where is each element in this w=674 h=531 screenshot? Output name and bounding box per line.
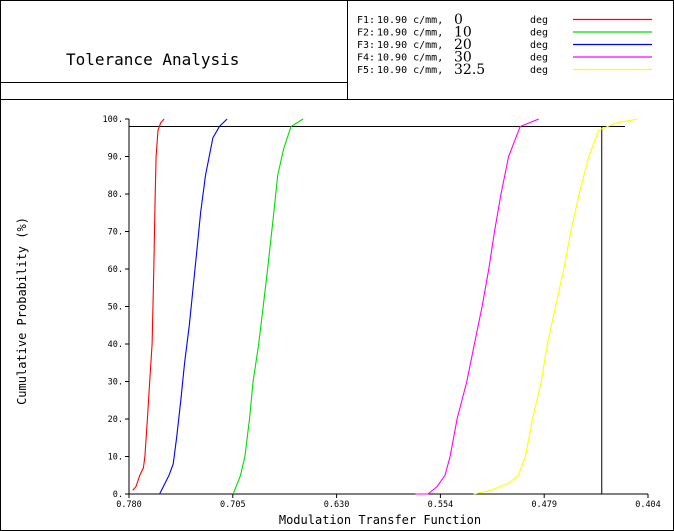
legend-key-2: F2: bbox=[357, 28, 375, 39]
legend-freq-3: 10.90 c/mm, bbox=[377, 40, 443, 51]
legend-unit-3: deg bbox=[530, 40, 548, 51]
legend-angle-1: 0 bbox=[454, 12, 463, 28]
y-axis-label: Cumulative Probability (%) bbox=[15, 217, 29, 405]
header: Tolerance Analysis bbox=[0, 0, 674, 100]
legend-freq-5: 10.90 c/mm, bbox=[377, 65, 443, 76]
x-tick-label: 0.554 bbox=[428, 500, 454, 510]
x-tick-label: 0.404 bbox=[635, 500, 661, 510]
legend-unit-1: deg bbox=[530, 15, 548, 26]
legend-unit-4: deg bbox=[530, 53, 548, 64]
legend-key-5: F5: bbox=[357, 65, 375, 76]
y-tick-label: 100. bbox=[103, 115, 123, 125]
y-tick-label: 60. bbox=[108, 265, 123, 275]
plot-area: 0. 10. 20. 30. 40. 50. 60. 70. 80. 90. 100. 0.780 0.… bbox=[15, 115, 661, 527]
axes: 0. 10. 20. 30. 40. 50. 60. 70. 80. 90. 100. 0.780 0.… bbox=[103, 115, 661, 510]
y-tick-label: 50. bbox=[108, 303, 123, 313]
legend-key-4: F4: bbox=[357, 53, 375, 64]
reference-lines bbox=[129, 126, 625, 494]
series-line-f1 bbox=[132, 118, 165, 491]
legend-key-1: F1: bbox=[357, 15, 375, 26]
page-title: Tolerance Analysis bbox=[66, 50, 239, 69]
y-tick-label: 20. bbox=[108, 415, 123, 425]
y-tick-label: 90. bbox=[108, 153, 123, 163]
y-tick-label: 10. bbox=[108, 453, 123, 463]
series-group bbox=[132, 118, 638, 495]
legend-unit-2: deg bbox=[530, 28, 548, 39]
y-tick-label: 80. bbox=[108, 190, 123, 200]
series-line-f2 bbox=[232, 118, 304, 495]
series-line-f5 bbox=[473, 118, 638, 495]
y-tick-label: 0. bbox=[113, 490, 123, 500]
series-line-f4 bbox=[415, 118, 539, 495]
legend-angle-2: 10 bbox=[454, 25, 472, 41]
legend-freq-1: 10.90 c/mm, bbox=[377, 15, 443, 26]
legend-freq-4: 10.90 c/mm, bbox=[377, 53, 443, 64]
x-tick-label: 0.479 bbox=[531, 500, 557, 510]
y-tick-label: 70. bbox=[108, 228, 123, 238]
legend-angle-5: 32.5 bbox=[454, 62, 485, 78]
legend-key-3: F3: bbox=[357, 40, 375, 51]
y-tick-label: 30. bbox=[108, 378, 123, 388]
y-tick-label: 40. bbox=[108, 340, 123, 350]
x-tick-label: 0.630 bbox=[324, 500, 350, 510]
x-axis-label: Modulation Transfer Function bbox=[279, 513, 481, 527]
legend-angle-3: 20 bbox=[454, 37, 472, 53]
x-tick-label: 0.780 bbox=[116, 500, 142, 510]
x-tick-label: 0.705 bbox=[220, 500, 246, 510]
series-line-f3 bbox=[159, 118, 228, 495]
legend-unit-5: deg bbox=[530, 65, 548, 76]
legend-freq-2: 10.90 c/mm, bbox=[377, 28, 443, 39]
legend-angle-4: 30 bbox=[454, 50, 472, 66]
